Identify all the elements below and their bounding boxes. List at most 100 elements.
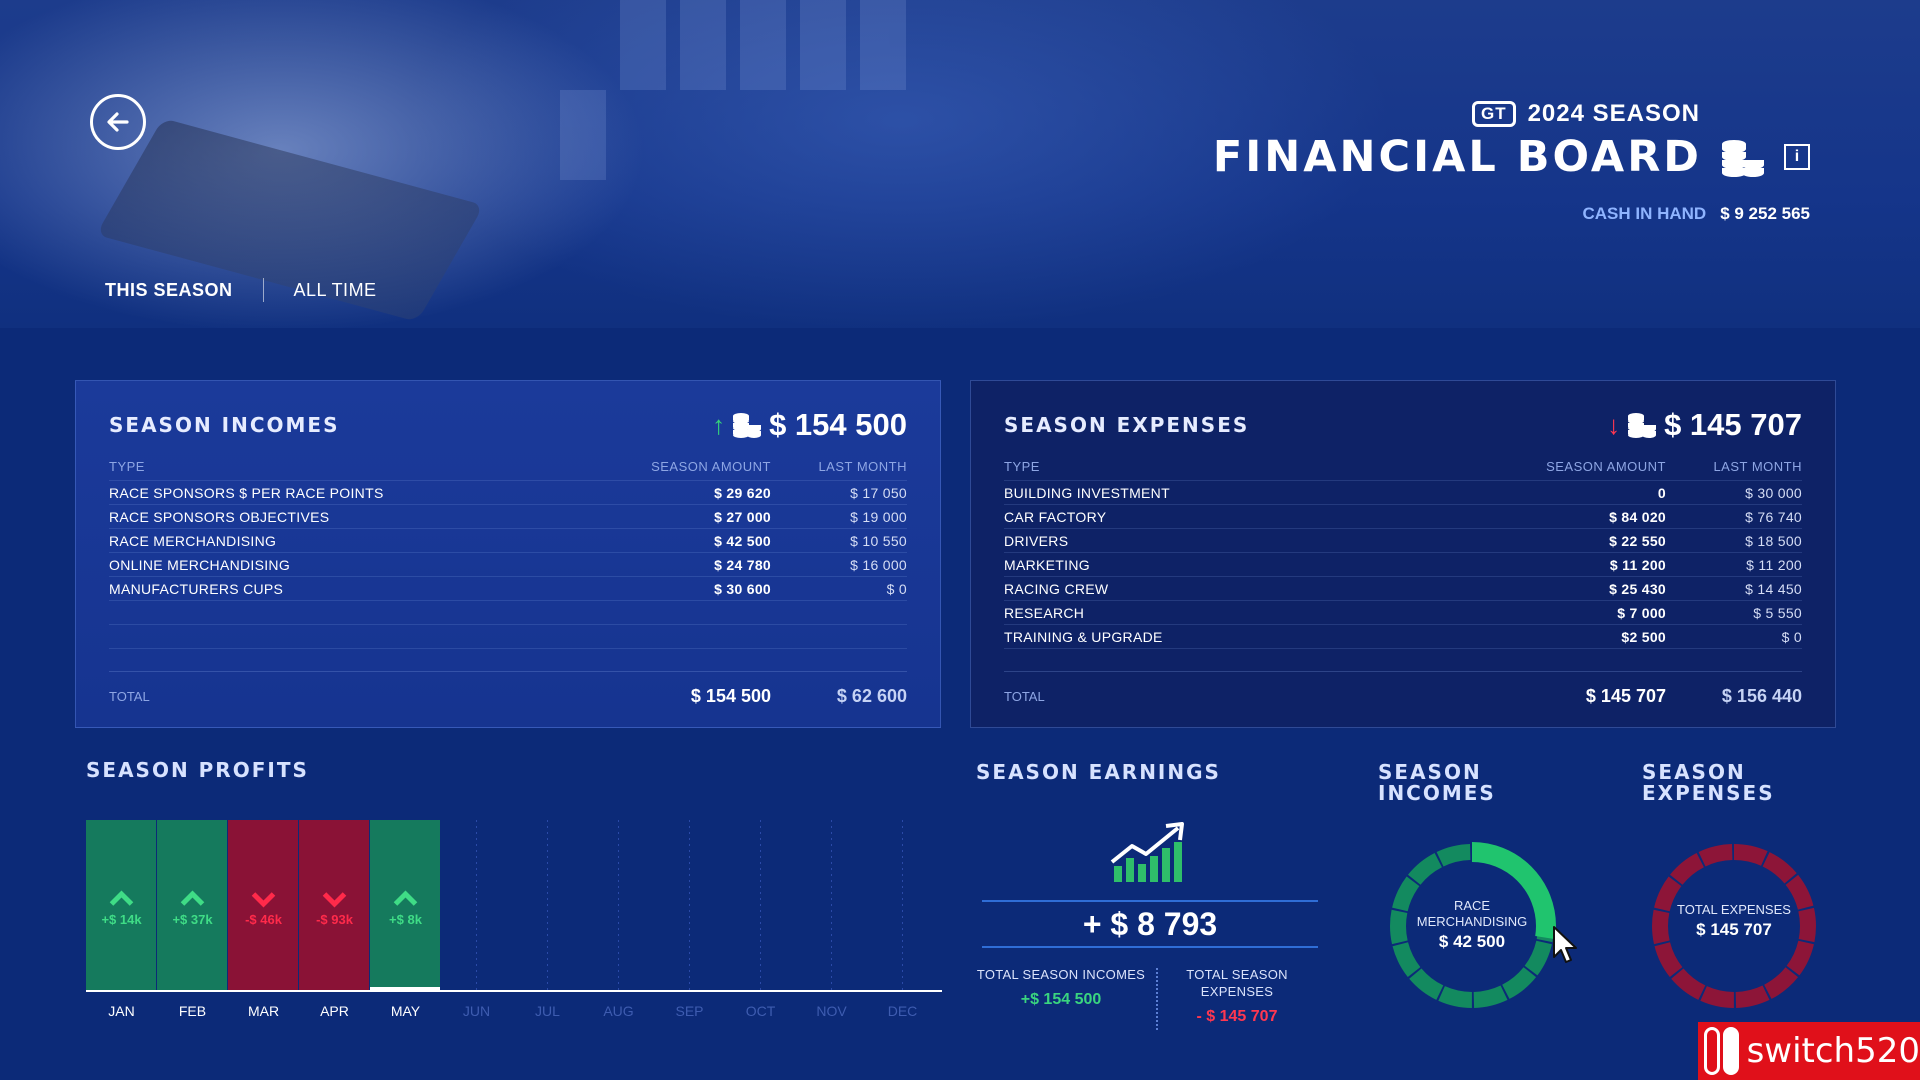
tab-all-time[interactable]: ALL TIME — [293, 279, 377, 300]
season-tabs: THIS SEASON ALL TIME — [105, 278, 377, 302]
earnings-title: SEASON EARNINGS — [976, 760, 1221, 784]
expenses-donut-chart[interactable] — [1644, 836, 1824, 1016]
expenses-total-summary: ↓ $ 145 707 — [1607, 407, 1802, 443]
row-season-amount — [1526, 648, 1666, 673]
profit-bar-feb[interactable] — [157, 820, 227, 990]
table-row: RACE SPONSORS $ PER RACE POINTS $ 29 620 $… — [109, 480, 907, 505]
season-incomes-panel: SEASON INCOMES ↑ $ 154 500 TYPE SEASON A… — [75, 380, 941, 728]
incomes-donut-chart[interactable] — [1382, 836, 1562, 1016]
month-tick-aug[interactable]: AUG — [603, 1003, 633, 1019]
table-row: MARKETING $ 11 200 $ 11 200 — [1004, 552, 1802, 577]
incomes-table-header: TYPE SEASON AMOUNT LAST MONTH — [109, 459, 907, 481]
month-tick-oct[interactable]: OCT — [746, 1003, 776, 1019]
month-tick-apr[interactable]: APR — [320, 1003, 349, 1019]
board-title-line: FINANCIAL BOARD i — [1213, 132, 1810, 182]
expenses-donut-center: TOTAL EXPENSES $ 145 707 — [1659, 902, 1809, 940]
donut-highlight-segment[interactable] — [1388, 842, 1556, 1010]
row-type: RACE SPONSORS $ PER RACE POINTS — [109, 480, 631, 505]
incomes-panel-title: SEASON INCOMES — [109, 413, 340, 437]
row-type: RACE MERCHANDISING — [109, 528, 631, 553]
month-tick-feb[interactable]: FEB — [179, 1003, 206, 1019]
row-season-amount — [631, 600, 771, 625]
incomes-total-season: $ 154 500 — [690, 686, 771, 706]
season-line: GT 2024 SEASON — [1213, 100, 1700, 128]
row-last-month: $ 18 500 — [1666, 528, 1802, 553]
table-row: RACE MERCHANDISING $ 42 500 $ 10 550 — [109, 528, 907, 553]
month-tick-jan[interactable]: JAN — [108, 1003, 134, 1019]
total-incomes-summary: TOTAL SEASON INCOMES +$ 154 500 — [976, 966, 1146, 1009]
profit-bar-label: -$ 93k — [316, 912, 354, 927]
coins-icon — [1628, 413, 1657, 438]
arrow-down-icon: ↓ — [1607, 409, 1621, 440]
watermark-text: switch520 — [1746, 1031, 1920, 1071]
expenses-panel-title: SEASON EXPENSES — [1004, 413, 1250, 437]
incomes-total-last-month: $ 62 600 — [836, 686, 907, 706]
table-row: RESEARCH $ 7 000 $ 5 550 — [1004, 600, 1802, 625]
incomes-donut-value: $ 42 500 — [1438, 932, 1506, 951]
row-season-amount — [631, 648, 771, 673]
table-row — [109, 648, 907, 673]
row-type: MARKETING — [1004, 552, 1526, 577]
row-type: DRIVERS — [1004, 528, 1526, 553]
earnings-value: + $ 8 793 — [1082, 906, 1218, 942]
row-season-amount: $ 25 430 — [1526, 576, 1666, 601]
row-type: MANUFACTURERS CUPS — [109, 576, 631, 601]
row-season-amount: $ 22 550 — [1526, 528, 1666, 553]
total-incomes-label: TOTAL SEASON INCOMES — [976, 967, 1146, 982]
month-tick-dec[interactable]: DEC — [888, 1003, 918, 1019]
profit-bar-may[interactable] — [370, 820, 440, 990]
month-tick-sep[interactable]: SEP — [675, 1003, 703, 1019]
row-type: ONLINE MERCHANDISING — [109, 552, 631, 577]
table-row: RACE SPONSORS OBJECTIVES $ 27 000 $ 19 000 — [109, 504, 907, 529]
watermark-badge: switch520 — [1698, 1022, 1920, 1080]
row-type — [109, 624, 631, 649]
earnings-divider-top — [982, 900, 1318, 902]
trending-up-chart-icon — [1110, 822, 1184, 882]
month-tick-jun[interactable]: JUN — [463, 1003, 490, 1019]
table-row: TRAINING & UPGRADE $2 500 $ 0 — [1004, 624, 1802, 649]
cash-label: CASH IN HAND — [1582, 204, 1707, 223]
month-tick-nov[interactable]: NOV — [816, 1003, 847, 1019]
row-type: CAR FACTORY — [1004, 504, 1526, 529]
expenses-table: TYPE SEASON AMOUNT LAST MONTH BUILDING I… — [1004, 459, 1802, 673]
month-tick-mar[interactable]: MAR — [248, 1003, 279, 1019]
col-last-month: LAST MONTH — [818, 459, 907, 474]
profit-bar-label: +$ 14k — [101, 912, 142, 927]
row-season-amount: $ 30 600 — [631, 576, 771, 601]
incomes-total-summary: ↑ $ 154 500 — [712, 407, 907, 443]
row-last-month: $ 5 550 — [1666, 600, 1802, 625]
profits-title: SEASON PROFITS — [86, 758, 309, 782]
incomes-table: TYPE SEASON AMOUNT LAST MONTH RACE SPONS… — [109, 459, 907, 673]
month-tick-may[interactable]: MAY — [391, 1003, 421, 1019]
back-button[interactable] — [90, 94, 146, 150]
col-last-month: LAST MONTH — [1713, 459, 1802, 474]
row-type: RACING CREW — [1004, 576, 1526, 601]
profits-bar-chart: +$ 14k JAN +$ 37k FEB -$ 46k MAR -$ 93k APR +$ 8… — [86, 820, 942, 1019]
expenses-donut-value: $ 145 707 — [1696, 920, 1772, 939]
expenses-donut-title: SEASON EXPENSES — [1642, 760, 1775, 805]
incomes-panel-header: SEASON INCOMES ↑ $ 154 500 — [109, 405, 907, 445]
page-title: FINANCIAL BOARD — [1212, 132, 1702, 182]
row-last-month: $ 10 550 — [771, 528, 907, 553]
profit-bar-label: -$ 46k — [245, 912, 283, 927]
info-button[interactable]: i — [1784, 144, 1810, 170]
month-tick-jul[interactable]: JUL — [535, 1003, 560, 1019]
row-season-amount: $ 84 020 — [1526, 504, 1666, 529]
expenses-total-value: $ 145 707 — [1664, 407, 1802, 442]
donut-segment — [1652, 844, 1816, 1008]
profit-bar-jan[interactable] — [86, 820, 156, 990]
expenses-total-row: TOTAL $ 145 707 $ 156 440 — [1004, 671, 1802, 707]
row-last-month: $ 16 000 — [771, 552, 907, 577]
row-last-month: $ 11 200 — [1666, 552, 1802, 577]
earnings-column-divider — [1156, 968, 1158, 1030]
tab-this-season[interactable]: THIS SEASON — [105, 279, 233, 300]
total-label: TOTAL — [1004, 689, 1045, 704]
expenses-panel-header: SEASON EXPENSES ↓ $ 145 707 — [1004, 405, 1802, 445]
row-type: TRAINING & UPGRADE — [1004, 624, 1526, 649]
expenses-table-header: TYPE SEASON AMOUNT LAST MONTH — [1004, 459, 1802, 481]
chevron-up-icon — [180, 890, 205, 906]
arrow-up-icon: ↑ — [712, 409, 726, 440]
row-season-amount: $ 11 200 — [1526, 552, 1666, 577]
chevron-up-icon — [109, 890, 134, 906]
table-row: DRIVERS $ 22 550 $ 18 500 — [1004, 528, 1802, 553]
